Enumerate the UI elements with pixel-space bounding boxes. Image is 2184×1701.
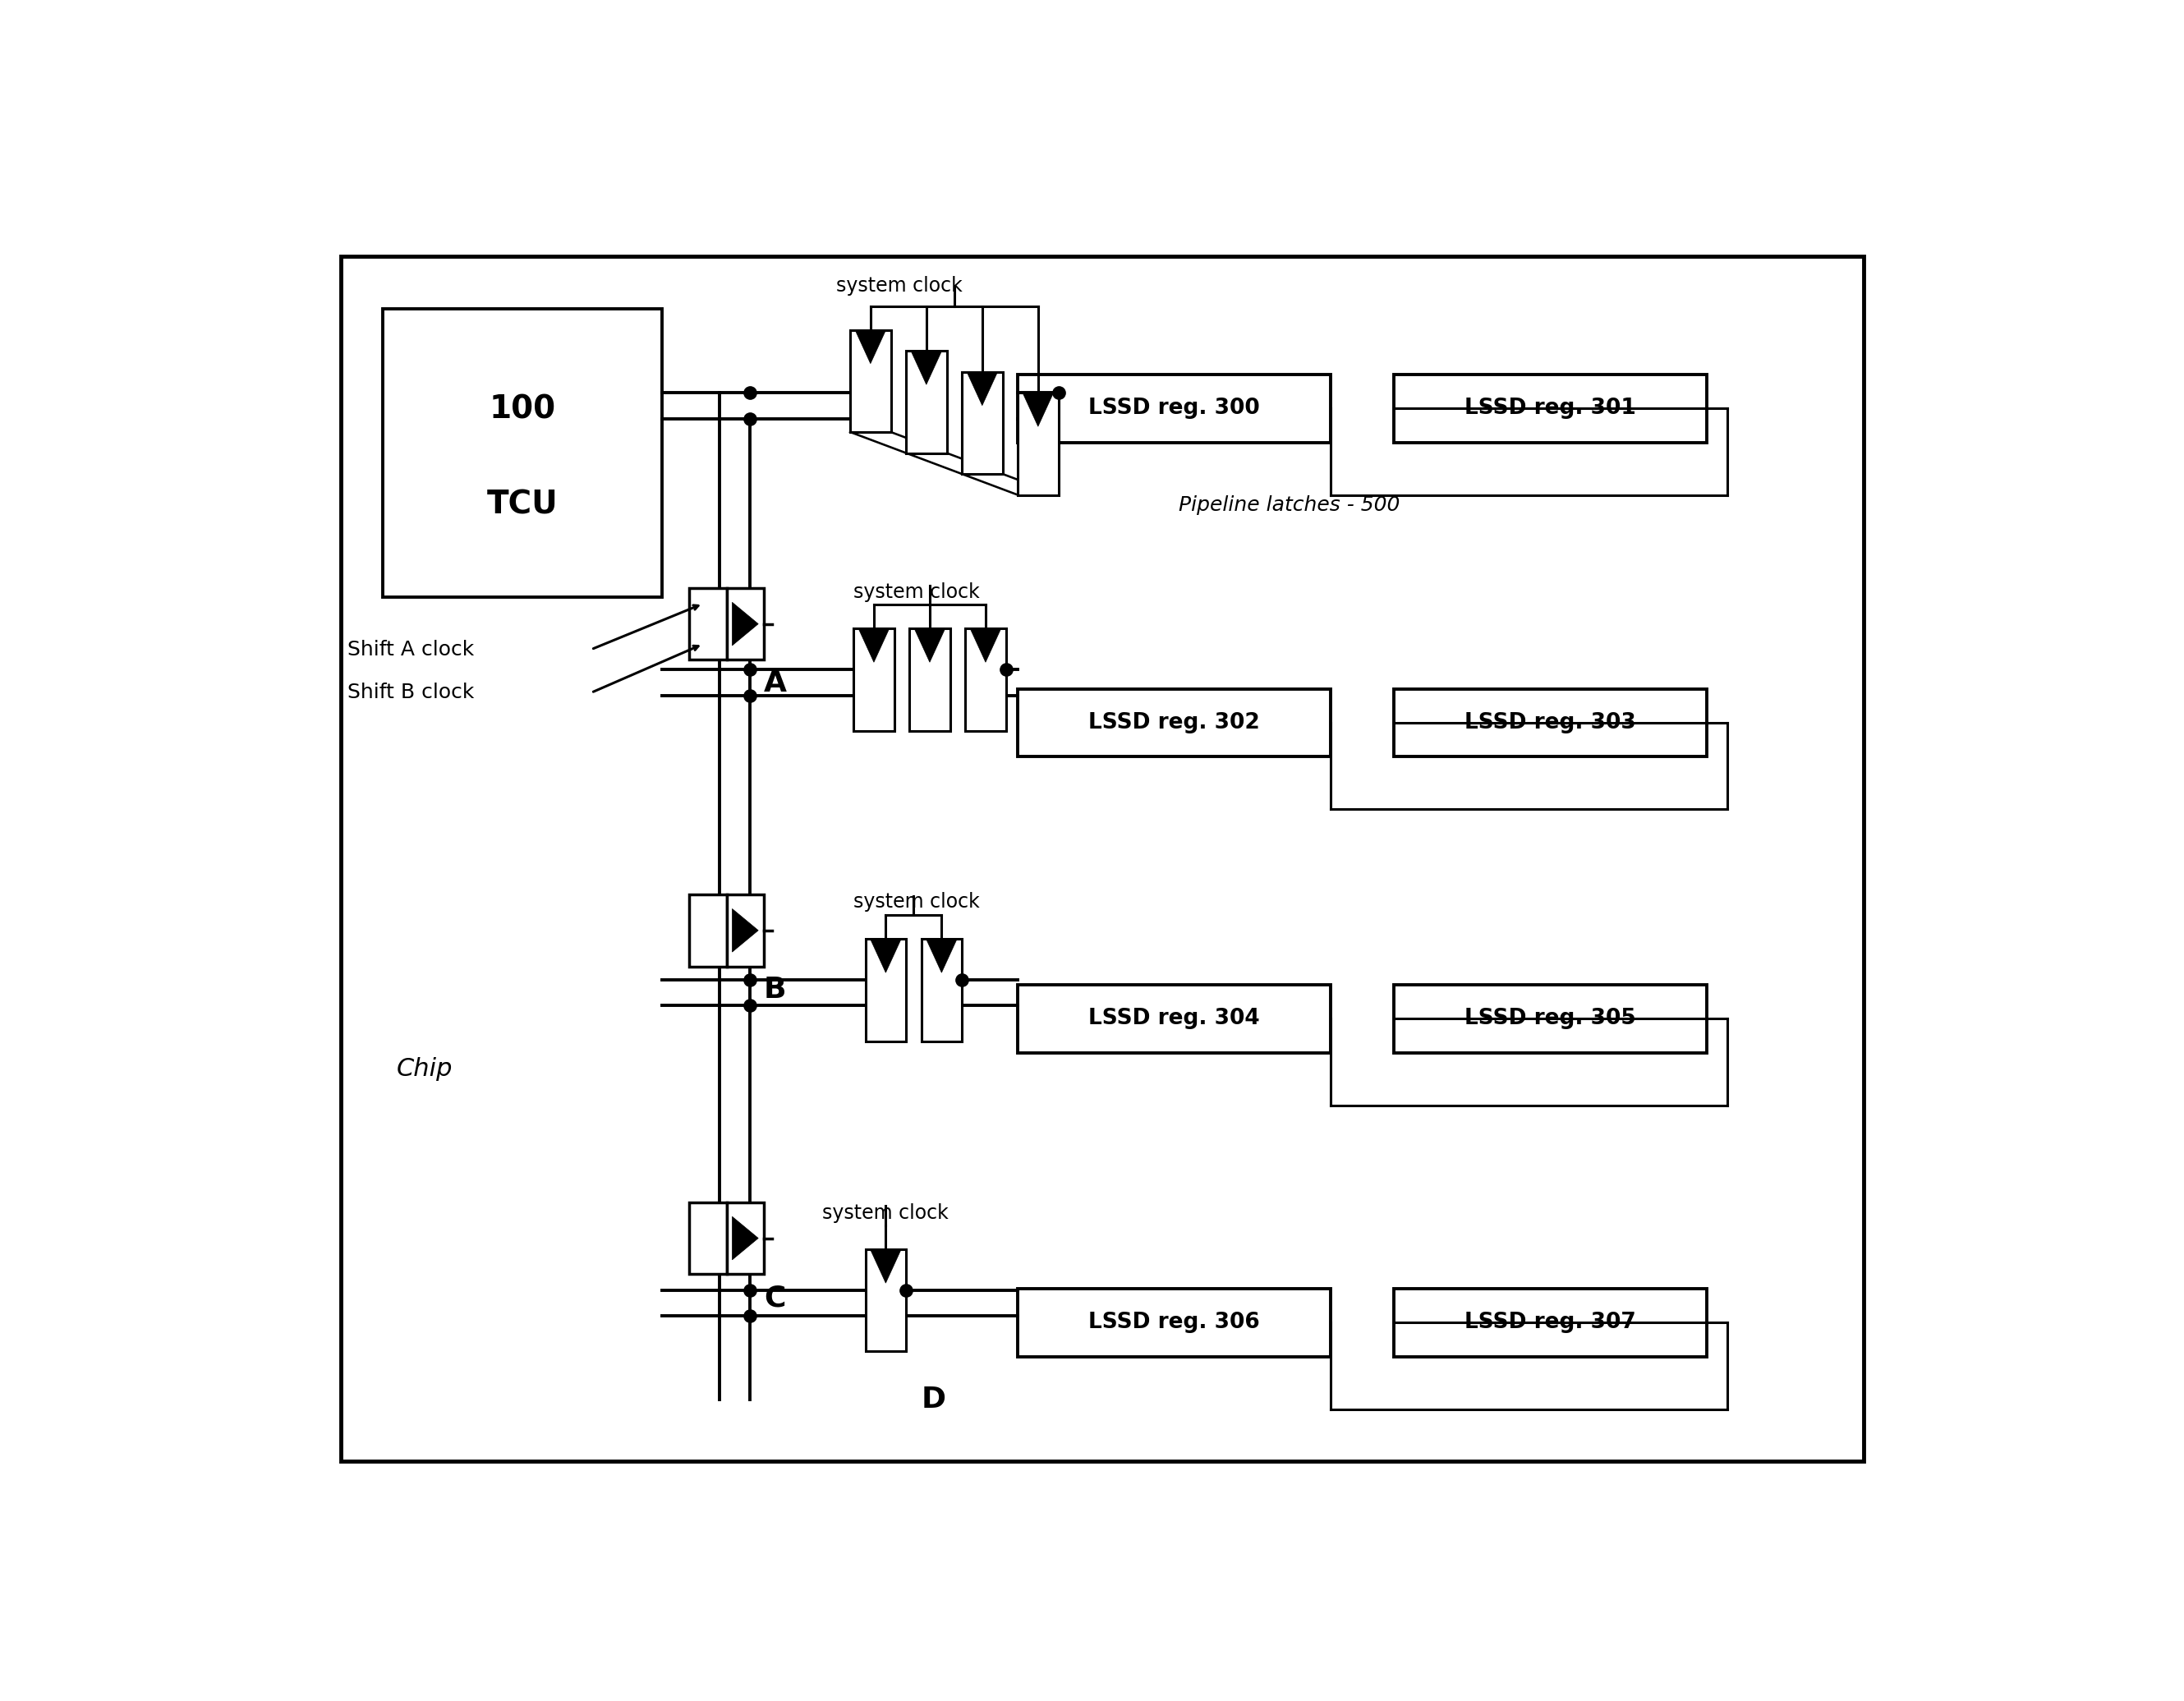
Polygon shape <box>911 350 941 384</box>
Text: LSSD reg. 304: LSSD reg. 304 <box>1088 1009 1260 1029</box>
Bar <box>727 895 764 966</box>
Bar <box>1018 374 1330 442</box>
Text: 100: 100 <box>489 395 557 425</box>
Bar <box>690 589 727 660</box>
Polygon shape <box>1022 393 1053 427</box>
Polygon shape <box>856 330 887 364</box>
Bar <box>727 589 764 660</box>
Polygon shape <box>970 628 1000 662</box>
Text: LSSD reg. 305: LSSD reg. 305 <box>1463 1009 1636 1029</box>
Bar <box>1018 689 1330 757</box>
Bar <box>922 939 961 1041</box>
Bar <box>865 1249 906 1352</box>
Bar <box>961 373 1002 475</box>
Bar <box>965 628 1007 731</box>
Polygon shape <box>732 908 758 953</box>
Text: LSSD reg. 306: LSSD reg. 306 <box>1088 1311 1260 1334</box>
Text: Shift B clock: Shift B clock <box>347 682 474 703</box>
Polygon shape <box>926 939 957 973</box>
Text: system clock: system clock <box>854 891 978 912</box>
Polygon shape <box>858 628 889 662</box>
Text: system clock: system clock <box>854 582 978 602</box>
Bar <box>1393 1289 1706 1357</box>
Text: system clock: system clock <box>836 276 963 296</box>
Bar <box>727 1203 764 1274</box>
Bar <box>1018 1289 1330 1357</box>
Text: A: A <box>764 670 786 697</box>
Bar <box>865 939 906 1041</box>
Bar <box>850 330 891 432</box>
Bar <box>906 350 946 452</box>
Text: D: D <box>922 1386 946 1414</box>
Bar <box>690 1203 727 1274</box>
Text: LSSD reg. 303: LSSD reg. 303 <box>1463 713 1636 733</box>
Bar <box>1393 374 1706 442</box>
Bar <box>1393 689 1706 757</box>
Bar <box>1018 393 1059 495</box>
Polygon shape <box>968 373 998 405</box>
Text: LSSD reg. 300: LSSD reg. 300 <box>1088 398 1260 418</box>
Bar <box>854 628 893 731</box>
Text: LSSD reg. 301: LSSD reg. 301 <box>1463 398 1636 418</box>
Polygon shape <box>915 628 946 662</box>
Polygon shape <box>732 602 758 645</box>
Polygon shape <box>732 1216 758 1260</box>
Text: B: B <box>764 976 786 1004</box>
Text: LSSD reg. 307: LSSD reg. 307 <box>1463 1311 1636 1334</box>
Bar <box>382 310 662 597</box>
Text: Shift A clock: Shift A clock <box>347 640 474 660</box>
Polygon shape <box>869 1249 902 1283</box>
Polygon shape <box>869 939 902 973</box>
Bar <box>1393 985 1706 1053</box>
Text: Pipeline latches - 500: Pipeline latches - 500 <box>1179 495 1400 515</box>
Text: C: C <box>764 1284 786 1311</box>
Text: system clock: system clock <box>823 1203 948 1223</box>
Text: LSSD reg. 302: LSSD reg. 302 <box>1088 713 1260 733</box>
Bar <box>909 628 950 731</box>
Bar <box>690 895 727 966</box>
Bar <box>1018 985 1330 1053</box>
Text: Chip: Chip <box>397 1056 452 1080</box>
Text: TCU: TCU <box>487 490 559 521</box>
